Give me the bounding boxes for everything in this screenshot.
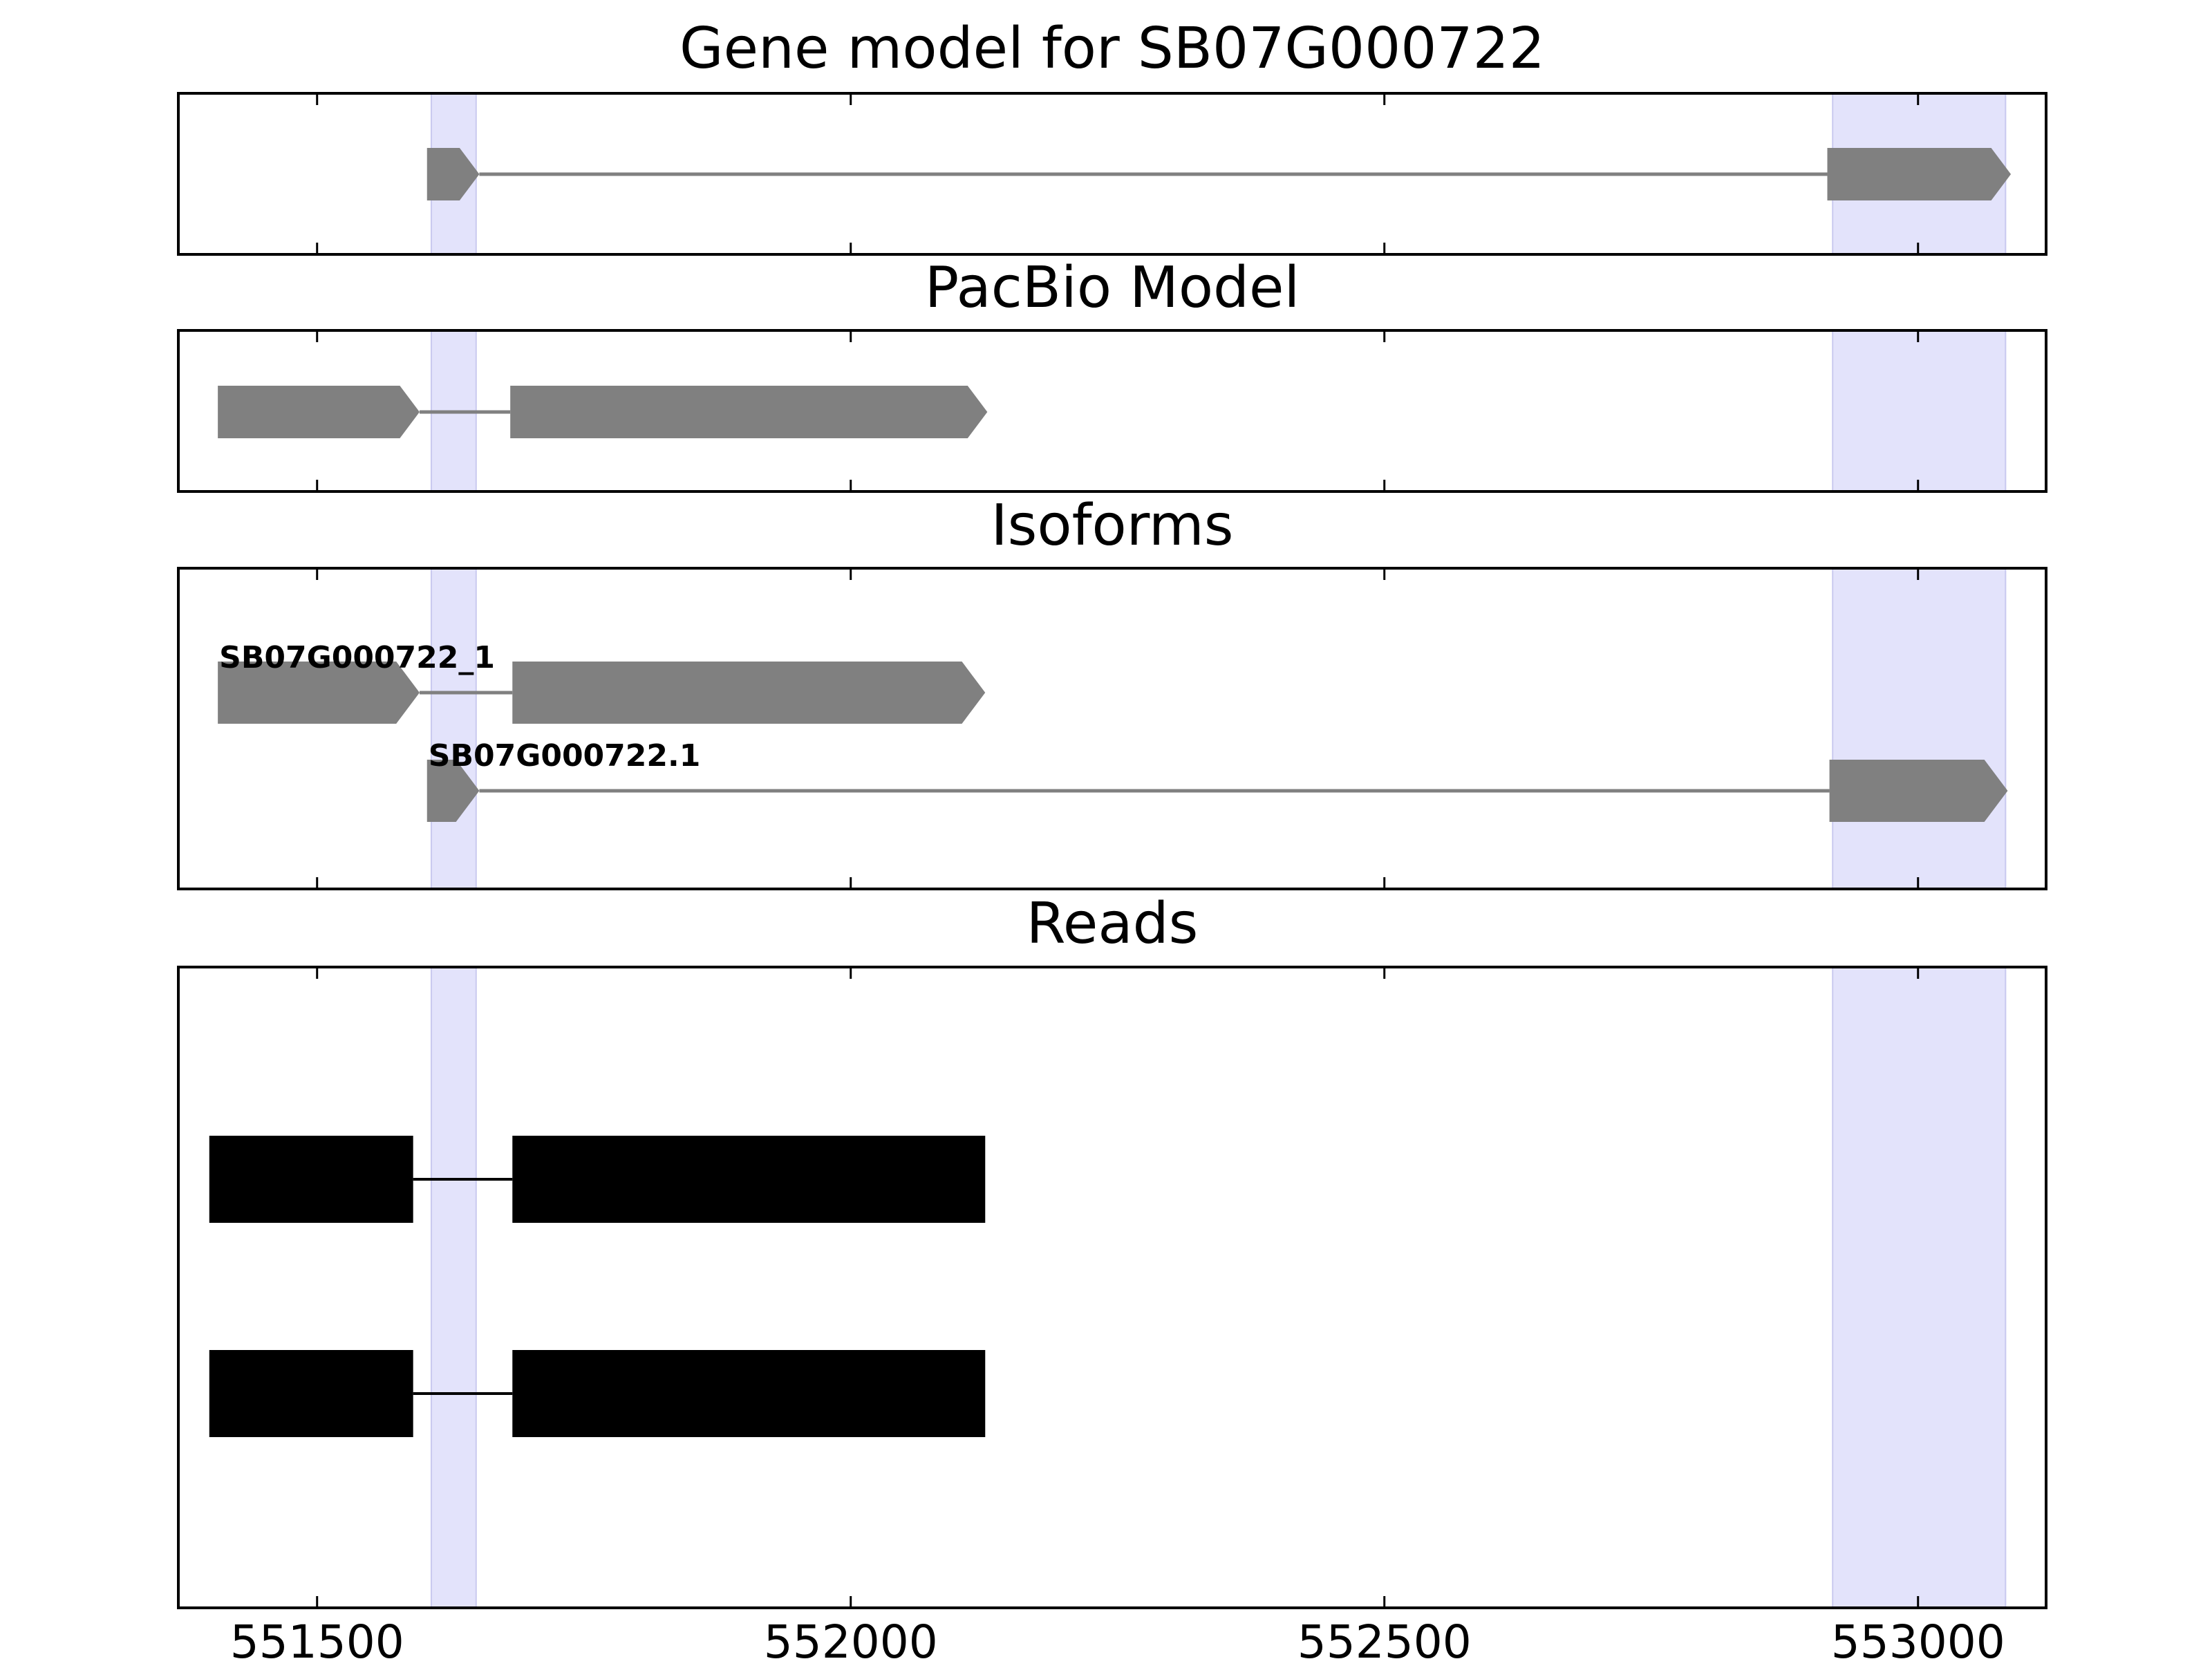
reads-highlight-band-2 xyxy=(1832,966,2007,1609)
isoforms-isoform-label-1: SB07G000722_1 xyxy=(219,640,495,675)
pacbio-model-feature-1-exon-2 xyxy=(510,386,988,438)
reads-panel-title: Reads xyxy=(1027,891,1199,957)
pacbio-model-tick-layer xyxy=(316,330,1920,491)
isoforms-feature-1-exon-1 xyxy=(218,662,420,724)
reads-read-2-exon-1 xyxy=(209,1350,413,1437)
pacbio-model-axes-frame xyxy=(177,329,2047,493)
panel-gene-model: Gene model for SB07G000722 xyxy=(177,16,2047,256)
isoforms-highlight-layer xyxy=(430,568,2007,890)
isoforms-feature-2-exon-2 xyxy=(1829,760,2008,822)
isoforms-highlight-band-1 xyxy=(430,568,477,890)
pacbio-model-highlight-band-2 xyxy=(1832,330,2007,492)
panel-isoforms: SB07G000722_1 SB07G000722.1 Isoforms xyxy=(177,493,2047,890)
isoforms-feature-2-exon-1 xyxy=(427,760,480,822)
reads-feature-layer xyxy=(209,1136,986,1437)
reads-axes-frame xyxy=(177,966,2047,1609)
isoforms-tick-layer xyxy=(316,568,1920,889)
pacbio-model-feature-1-exon-1 xyxy=(218,386,420,438)
panel-reads: 551500 552000 552500 553000 Reads xyxy=(177,891,2047,1659)
x-tick-label-1: 551500 xyxy=(230,1615,404,1659)
gene-model-feature-1-exon-1 xyxy=(427,148,480,200)
x-tick-label-layer: 551500 552000 552500 553000 xyxy=(230,1615,2005,1659)
x-tick-label-3: 552500 xyxy=(1297,1615,1472,1659)
isoforms-feature-layer: SB07G000722_1 SB07G000722.1 xyxy=(218,640,2008,822)
reads-read-2-exon-2 xyxy=(512,1350,986,1437)
pacbio-model-panel-title: PacBio Model xyxy=(925,255,1300,321)
x-tick-label-2: 552000 xyxy=(764,1615,938,1659)
isoforms-panel-title: Isoforms xyxy=(991,493,1234,559)
reads-read-1-exon-2 xyxy=(512,1136,986,1223)
gene-model-feature-layer xyxy=(427,148,2012,200)
reads-read-1-exon-1 xyxy=(209,1136,413,1223)
gene-model-feature-1-exon-2 xyxy=(1827,148,2012,200)
reads-highlight-band-1 xyxy=(430,966,477,1609)
reads-highlight-layer xyxy=(430,966,2007,1609)
isoforms-isoform-label-2: SB07G000722.1 xyxy=(429,738,701,774)
gene-model-tick-layer xyxy=(316,93,1920,254)
isoforms-highlight-band-2 xyxy=(1832,568,2007,890)
gene-model-panel-title: Gene model for SB07G000722 xyxy=(679,16,1545,82)
panel-pacbio-model: PacBio Model xyxy=(177,255,2047,493)
reads-tick-layer xyxy=(316,967,1920,1608)
gene-model-axes-frame xyxy=(177,92,2047,256)
isoforms-feature-1-exon-2 xyxy=(512,662,986,724)
x-tick-label-4: 553000 xyxy=(1831,1615,2005,1659)
pacbio-model-feature-layer xyxy=(218,386,988,438)
isoforms-axes-frame xyxy=(177,567,2047,890)
